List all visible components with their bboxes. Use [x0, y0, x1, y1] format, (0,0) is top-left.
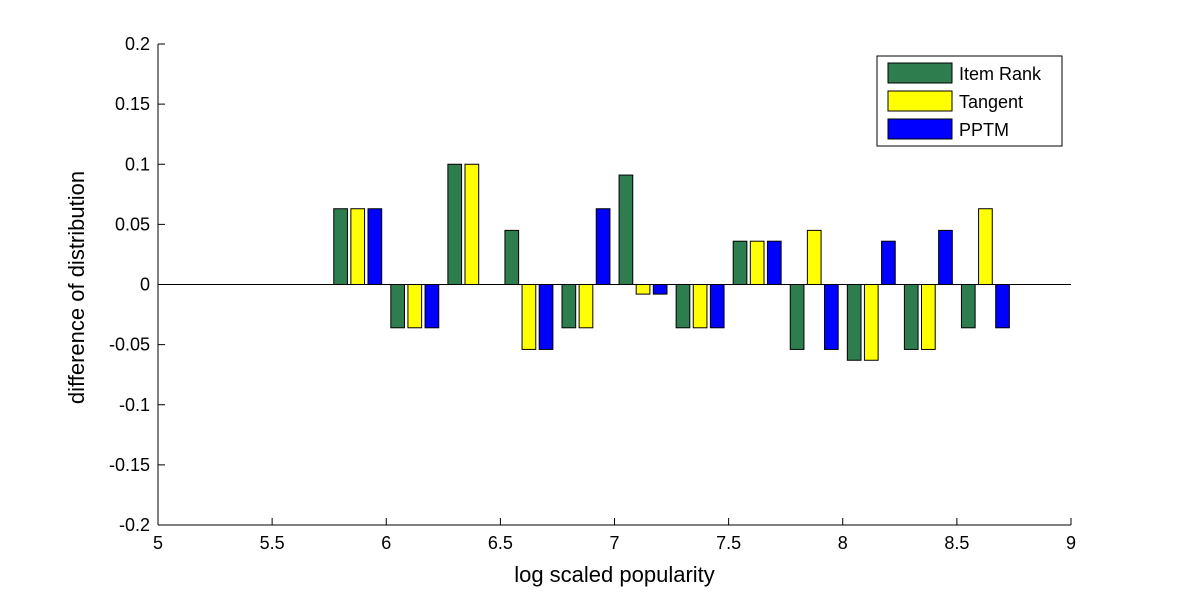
bar-item-rank-5 [618, 174, 634, 286]
bar-item-rank-6 [675, 284, 691, 329]
legend-swatch-pptm [887, 118, 953, 140]
bar-tangent-10 [921, 284, 936, 350]
bar-item-rank-3 [504, 229, 520, 285]
bar-item-rank-7 [732, 240, 748, 286]
bar-tangent-2 [464, 163, 480, 285]
bar-tangent-5 [635, 284, 651, 295]
bar-item-rank-9 [846, 284, 862, 361]
bar-tangent-11 [978, 208, 993, 286]
bar-pptm-5 [652, 284, 668, 295]
y-axis-title: difference of distribution [64, 171, 89, 404]
bar-item-rank-4 [561, 284, 577, 329]
bar-pptm-9 [881, 240, 896, 286]
bar-tangent-1 [407, 284, 423, 329]
x-tick-label: 9 [1066, 533, 1076, 553]
bar-pptm-4 [595, 208, 611, 286]
y-tick-label: -0.1 [119, 395, 150, 415]
y-tick-label: 0.1 [125, 154, 150, 174]
legend-label-tangent: Tangent [959, 92, 1023, 112]
bar-tangent-6 [692, 284, 708, 329]
y-tick-label: 0.15 [115, 94, 150, 114]
bar-item-rank-0 [333, 208, 348, 286]
bars-layer [333, 163, 1010, 361]
x-tick-label: 5.5 [260, 533, 285, 553]
bar-item-rank-8 [789, 284, 805, 350]
x-tick-label: 5 [153, 533, 163, 553]
y-tick-label: 0 [140, 275, 150, 295]
bar-tangent-8 [806, 229, 822, 285]
y-tick-label: 0.05 [115, 214, 150, 234]
bar-pptm-1 [424, 284, 440, 329]
x-tick-label: 7 [609, 533, 619, 553]
y-tick-label: -0.05 [109, 335, 150, 355]
bar-pptm-8 [823, 284, 839, 350]
bar-pptm-11 [995, 284, 1010, 329]
axes-layer: 5 5.5 6 6.5 7 7.5 8 8.5 9 -0.2 -0.15 -0.1 -0.05 0 0.05… [109, 34, 1076, 553]
x-axis-title: log scaled popularity [514, 562, 715, 587]
bar-tangent-0 [350, 208, 366, 286]
bar-pptm-0 [367, 208, 383, 286]
bar-pptm-3 [538, 284, 554, 350]
x-tick-label: 6.5 [488, 533, 513, 553]
y-tick-label: -0.15 [109, 455, 150, 475]
bar-tangent-3 [521, 284, 537, 350]
x-tick-label: 8.5 [944, 533, 969, 553]
bar-item-rank-10 [903, 284, 919, 350]
bar-tangent-4 [578, 284, 594, 329]
y-tick-label: 0.2 [125, 34, 150, 54]
y-tick-label: -0.2 [119, 515, 150, 535]
bar-tangent-9 [863, 284, 879, 361]
bar-item-rank-11 [960, 284, 976, 329]
bar-pptm-6 [709, 284, 725, 329]
legend: Item Rank Tangent PPTM [876, 55, 1063, 147]
bar-item-rank-2 [447, 163, 463, 285]
bar-pptm-10 [938, 229, 953, 285]
x-tick-label: 6 [381, 533, 391, 553]
legend-swatch-tangent [887, 90, 953, 112]
legend-label-item-rank: Item Rank [959, 64, 1042, 84]
x-tick-label: 8 [838, 533, 848, 553]
bar-item-rank-1 [390, 284, 406, 329]
legend-label-pptm: PPTM [959, 120, 1009, 140]
bar-tangent-7 [749, 240, 765, 286]
bar-pptm-7 [766, 240, 782, 286]
legend-swatch-item-rank [887, 62, 953, 84]
x-tick-label: 7.5 [716, 533, 741, 553]
